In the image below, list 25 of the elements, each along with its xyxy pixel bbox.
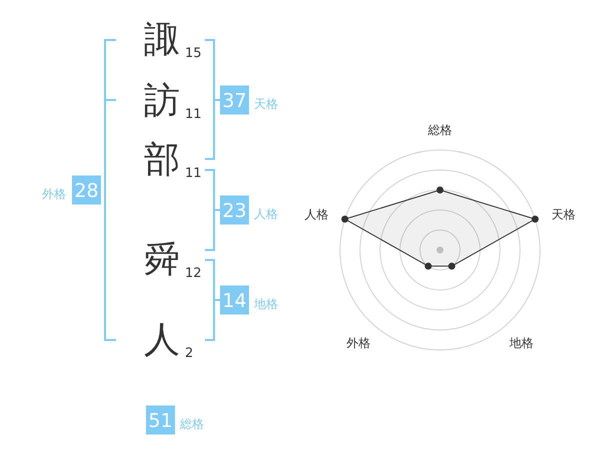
data-label: 2 — [185, 346, 194, 361]
spoke-label: 天格 — [551, 207, 576, 222]
category-label: 諏 — [144, 20, 180, 60]
spoke-label: 人格 — [304, 207, 329, 222]
category-label: 訪 — [144, 80, 180, 122]
data-label: 12 — [185, 266, 202, 281]
text: 28 — [74, 180, 99, 202]
data-label: 15 — [185, 46, 202, 61]
data-label: 11 — [185, 107, 202, 122]
text: 51 — [148, 410, 173, 432]
text: 地格 — [253, 297, 278, 311]
spoke-label: 地格 — [508, 336, 534, 350]
data-label: 11 — [185, 166, 202, 181]
category-label: 部 — [144, 140, 180, 180]
category-label: 舜 — [144, 240, 180, 280]
category-label: 人 — [144, 320, 180, 360]
text: 外格 — [42, 187, 66, 201]
text: 14 — [222, 290, 247, 312]
text: 人格 — [254, 207, 278, 221]
spoke-label: 外格 — [346, 336, 370, 350]
text: 総格 — [179, 417, 204, 431]
text: 23 — [222, 200, 247, 222]
text: 37 — [222, 90, 247, 112]
text: 天格 — [254, 97, 278, 111]
spoke-label: 総格 — [427, 123, 452, 137]
